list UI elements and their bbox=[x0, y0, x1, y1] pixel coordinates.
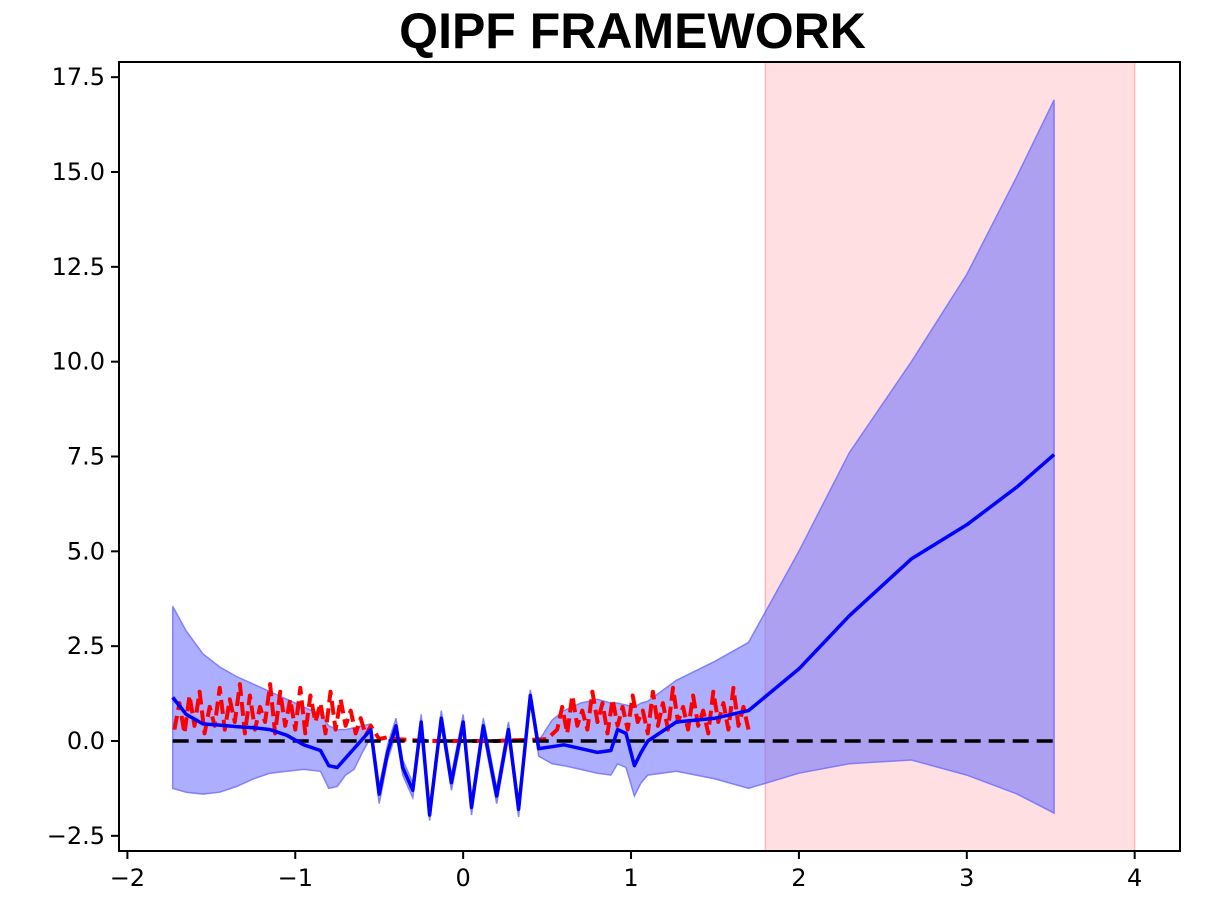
y-tick-label: 0.0 bbox=[67, 727, 105, 755]
observed-series-line bbox=[172, 682, 751, 743]
uncertainty-band bbox=[171, 99, 1055, 821]
chart-title: QIPF FRAMEWORK bbox=[399, 3, 866, 59]
x-tick-label: 0 bbox=[456, 864, 471, 892]
y-tick-label: 2.5 bbox=[67, 632, 105, 660]
y-tick-label: 5.0 bbox=[67, 537, 105, 565]
x-tick-label: −1 bbox=[278, 864, 313, 892]
uncertainty-band-layer bbox=[171, 99, 1055, 821]
y-tick-label: 10.0 bbox=[52, 348, 105, 376]
y-tick-label: 7.5 bbox=[67, 443, 105, 471]
x-tick-label: 4 bbox=[1127, 864, 1142, 892]
x-tick-label: 2 bbox=[791, 864, 806, 892]
y-tick-label: −2.5 bbox=[47, 822, 105, 850]
y-tick-label: 15.0 bbox=[52, 158, 105, 186]
prediction-series-line bbox=[171, 453, 1056, 817]
y-tick-label: 12.5 bbox=[52, 253, 105, 281]
x-tick-label: −2 bbox=[110, 864, 145, 892]
x-tick-label: 3 bbox=[959, 864, 974, 892]
series-lines-layer bbox=[171, 453, 1056, 817]
x-tick-label: 1 bbox=[623, 864, 638, 892]
y-tick-label: 17.5 bbox=[52, 63, 105, 91]
x-axis-ticks: −2 −1 0 1 2 3 4 bbox=[110, 851, 1142, 892]
y-axis-ticks: −2.5 0.0 2.5 5.0 7.5 10.0 12.5 15.0 17.5 bbox=[47, 63, 119, 850]
